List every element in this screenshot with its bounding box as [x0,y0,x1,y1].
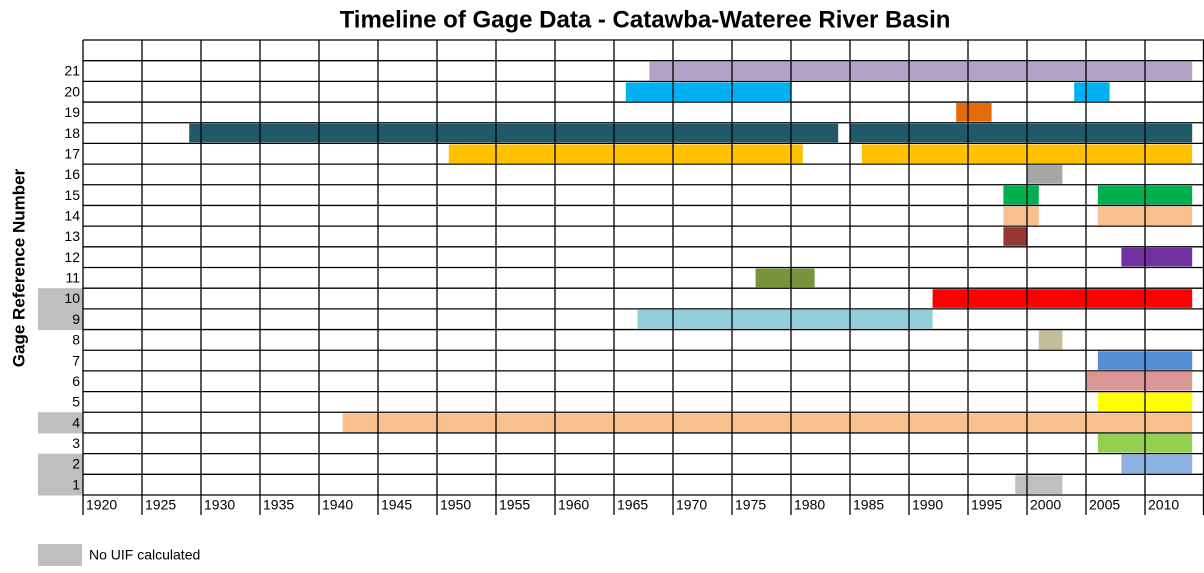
bar [1086,371,1193,391]
bar [1003,185,1039,205]
y-tick-label: 6 [72,373,80,389]
y-tick-label: 8 [72,332,80,348]
legend-swatch [38,544,82,566]
x-tick-label: 1980 [794,497,825,513]
bar [1027,165,1063,184]
bar [1121,247,1193,267]
bar [342,413,1193,432]
x-tick-label: 1925 [145,497,176,513]
no-uif-highlight [38,453,83,475]
bar [1015,475,1063,494]
x-tick-label: 1955 [499,497,530,513]
y-tick-label: 17 [64,145,80,161]
chart-title: Timeline of Gage Data - Catawba-Wateree … [340,6,951,33]
y-tick-label: 1 [72,476,80,492]
bar [755,268,815,288]
y-axis-label: Gage Reference Number [9,168,28,367]
y-tick-label: 4 [72,414,80,430]
bar [637,309,933,329]
legend-label: No UIF calculated [89,547,200,563]
x-tick-label: 2000 [1030,497,1061,513]
x-tick-label: 1990 [912,497,943,513]
bar [448,144,803,164]
y-tick-label: 9 [72,311,80,327]
y-tick-label: 16 [64,166,80,182]
y-tick-label: 21 [64,63,80,79]
bar [625,82,791,102]
bar [1074,82,1110,102]
bar [1003,206,1039,226]
x-tick-label: 2010 [1148,497,1179,513]
x-tick-label: 1970 [676,497,707,513]
x-tick-label: 2005 [1089,497,1120,513]
bar [956,103,992,122]
x-tick-label: 1920 [86,497,117,513]
bar [1121,454,1193,474]
x-tick-label: 1975 [735,497,766,513]
no-uif-highlight [38,412,83,434]
y-tick-label: 13 [64,228,80,244]
x-tick-label: 1950 [440,497,471,513]
y-tick-label: 10 [64,290,80,306]
y-tick-label: 15 [64,187,80,203]
no-uif-highlight [38,288,83,310]
y-tick-label: 12 [64,249,80,265]
y-tick-label: 19 [64,104,80,120]
x-tick-label: 1935 [263,497,294,513]
x-tick-label: 1960 [558,497,589,513]
bar [1038,330,1063,350]
bar [850,123,1193,143]
x-tick-label: 1995 [971,497,1002,513]
x-tick-label: 1940 [322,497,353,513]
no-uif-highlight [38,308,83,331]
x-tick-label: 1985 [853,497,884,513]
bar [189,123,839,143]
y-tick-label: 2 [72,456,80,472]
no-uif-highlight [38,474,83,496]
x-tick-label: 1945 [381,497,412,513]
y-tick-label: 7 [72,352,80,368]
y-tick-label: 11 [65,270,80,286]
y-tick-label: 18 [64,125,80,141]
bar [1003,227,1027,246]
x-tick-label: 1965 [617,497,648,513]
y-tick-label: 20 [64,83,80,99]
x-tick-label: 1930 [204,497,235,513]
y-tick-label: 5 [72,394,80,410]
bar [649,61,1193,81]
y-tick-label: 3 [72,435,80,451]
bar [932,289,1193,308]
y-tick-label: 14 [64,207,80,223]
